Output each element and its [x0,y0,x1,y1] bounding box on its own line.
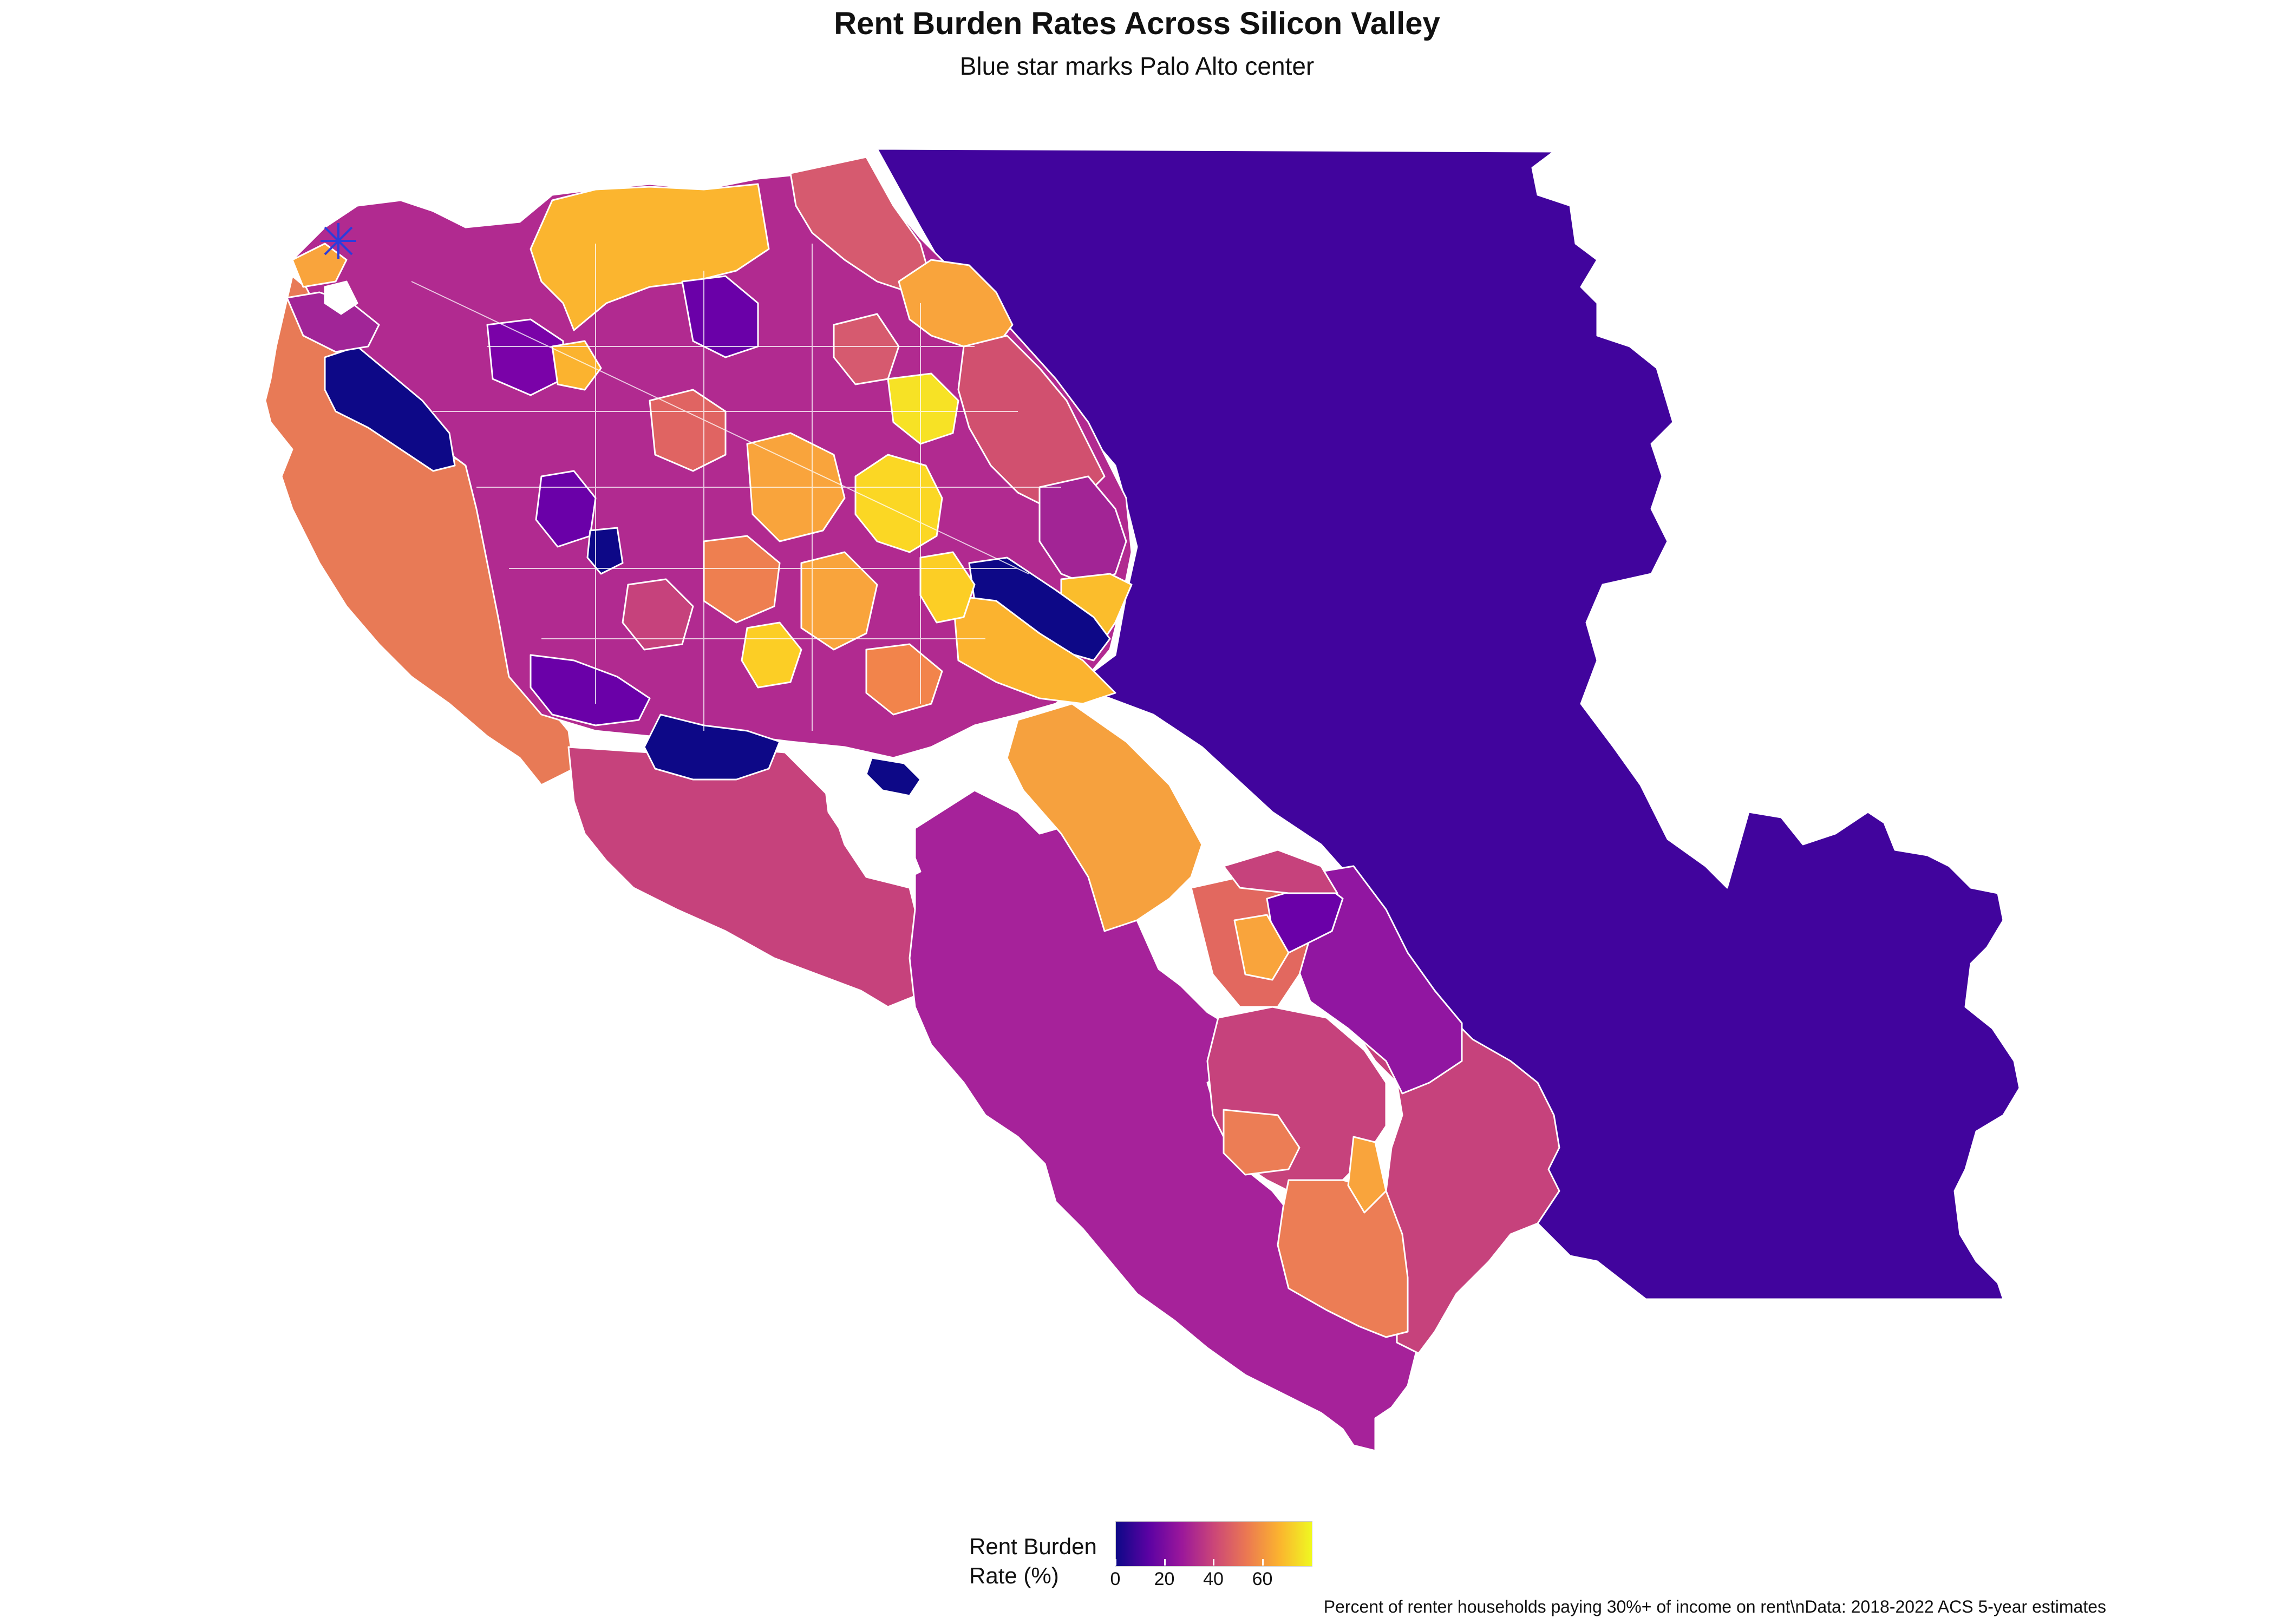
region-east-foothill-2 [1038,475,1127,586]
region-reservoir-south [822,762,922,883]
tract-boundaries [411,244,1061,731]
palo-alto-star-marker [321,223,356,259]
region-west-navy-2 [643,713,781,781]
region-evergreen-orange [952,594,1116,705]
region-reservoir-west [324,280,358,315]
region-coyote-c [1223,849,1338,894]
region-west-navy-1 [324,345,456,472]
region-downtown-orange-3 [800,551,878,651]
region-coyote-d [1233,914,1290,981]
legend-tick-label: 0 [1110,1569,1121,1589]
legend-tick-mark [1262,1559,1264,1566]
region-downtown-orange-4 [551,340,602,391]
legend-tick-label: 60 [1252,1569,1273,1589]
legend-tick-mark [1115,1559,1116,1566]
legend-title-line2: Rate (%) [969,1563,1059,1588]
region-north-yellow [530,183,770,331]
legend-tick-label: 40 [1203,1569,1224,1589]
region-downtown-magenta-1 [622,578,694,651]
region-corridor-orange [1006,703,1203,932]
legend-tick-label: 20 [1154,1569,1175,1589]
legend-tick-mark [1213,1559,1214,1566]
region-east-county [876,148,2021,1300]
legend-tick-mark [1164,1559,1166,1566]
region-west-purple [530,654,651,726]
region-downtown-orange-5 [865,643,943,716]
region-downtown-pink-1 [649,389,727,472]
region-morgan-hill-b [1347,1136,1387,1214]
legend-title-line1: Rent Burden [969,1534,1097,1559]
region-nw-corner-orange [291,243,348,288]
map-subtitle: Blue star marks Palo Alto center [959,52,1315,80]
region-south-coast [567,746,932,1008]
region-west-navy-3 [865,757,922,797]
tract-line-1 [411,281,1029,574]
map-caption: Percent of renter households paying 30%+… [1323,1597,2106,1616]
map-title: Rent Burden Rates Across Silicon Valley [834,6,1440,41]
region-downtown-pink-2 [833,313,900,385]
legend-title: Rent Burden Rate (%) [969,1532,1097,1590]
county-outline [264,148,2021,1452]
region-downtown-yellow-2 [887,372,959,445]
region-morgan-hill-a [1223,1109,1301,1176]
choropleth-map [264,148,2021,1452]
